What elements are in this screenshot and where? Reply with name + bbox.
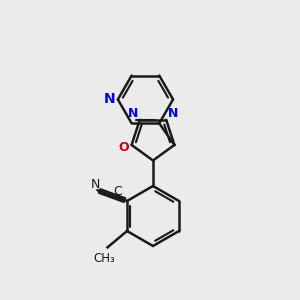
Text: N: N (167, 106, 178, 119)
Text: C: C (113, 184, 122, 198)
Text: N: N (103, 92, 115, 106)
Text: O: O (118, 141, 129, 154)
Text: N: N (128, 106, 139, 119)
Text: CH₃: CH₃ (94, 252, 116, 265)
Text: N: N (91, 178, 101, 191)
